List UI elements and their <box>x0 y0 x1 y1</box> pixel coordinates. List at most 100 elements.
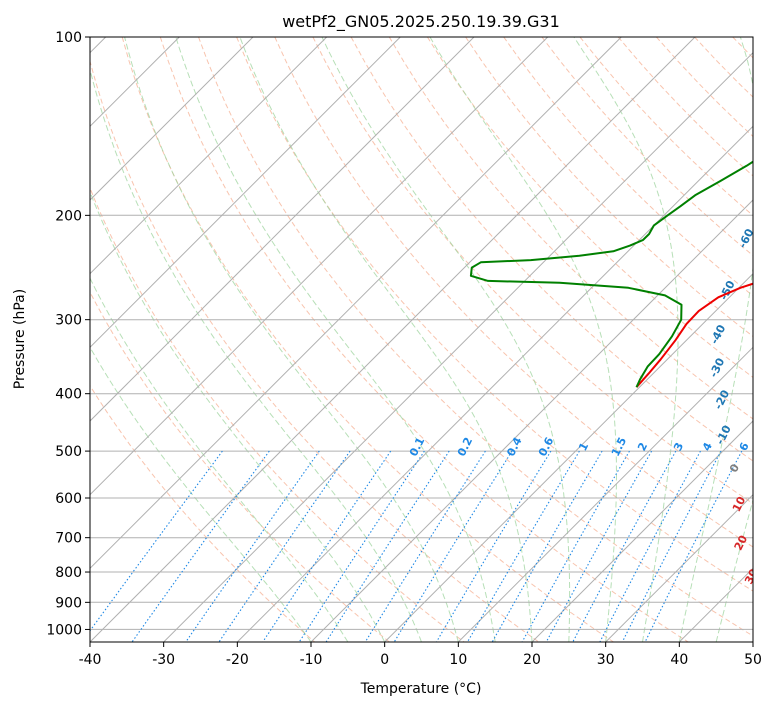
y-tick-label: 100 <box>55 30 82 46</box>
dry-adiabat <box>90 59 540 642</box>
x-tick-label: -30 <box>152 652 175 668</box>
mixing-ratio-line <box>644 450 743 642</box>
isotherm-label: 10 <box>730 494 749 514</box>
y-axis-title: Pressure (hPa) <box>12 289 28 389</box>
dry-adiabat <box>426 37 753 378</box>
isotherm <box>90 37 696 642</box>
mixing-ratio-line <box>218 450 351 642</box>
y-tick-label: 300 <box>55 313 82 329</box>
dry-adiabat <box>312 37 753 505</box>
mixing-ratio-line <box>131 450 270 642</box>
moist-adiabat <box>239 37 533 642</box>
dry-adiabat <box>274 37 753 548</box>
y-tick-label: 700 <box>55 531 82 547</box>
x-tick-label: 40 <box>670 652 688 668</box>
mixing-ratio-line <box>393 450 513 642</box>
isotherm <box>90 37 622 570</box>
mixing-ratio-label: 0.4 <box>504 435 524 459</box>
dry-adiabat <box>236 37 753 592</box>
mixing-ratio-label: 1.5 <box>609 435 629 458</box>
x-tick-label: 20 <box>523 652 541 668</box>
isotherm <box>384 272 753 642</box>
dewpoint-line <box>469 160 753 388</box>
temperature-line <box>635 282 753 388</box>
dry-adiabat <box>90 186 465 642</box>
x-tick-label: 10 <box>449 652 467 668</box>
moist-adiabat <box>175 37 496 642</box>
background-lines <box>90 37 775 642</box>
x-tick-label: 30 <box>597 652 615 668</box>
isotherm <box>310 199 753 642</box>
y-tick-label: 600 <box>55 491 82 507</box>
dry-adiabat <box>388 37 753 420</box>
x-tick-label: -10 <box>300 652 323 668</box>
mixing-ratio-line <box>298 450 425 642</box>
mixing-ratio-line <box>90 450 223 632</box>
isotherm-label: 30 <box>742 567 761 587</box>
x-tick-label: 0 <box>380 652 389 668</box>
mixing-ratio-label: 8 <box>763 440 775 453</box>
mixing-ratio-line <box>521 450 630 642</box>
moist-adiabat <box>321 37 571 642</box>
mixing-ratio-line <box>364 450 486 642</box>
isotherm <box>457 346 753 642</box>
dry-adiabat <box>90 384 316 642</box>
isotherm-label: -70 <box>760 176 775 200</box>
moist-adiabat <box>90 277 349 642</box>
dry-adiabat <box>503 37 753 297</box>
mixing-ratio-line <box>491 450 603 642</box>
isotherm-label: 20 <box>732 533 751 553</box>
x-tick-label: 50 <box>744 652 762 668</box>
moist-adiabat <box>429 37 617 642</box>
isotherm <box>752 641 753 642</box>
y-tick-label: 200 <box>55 208 82 224</box>
isotherm <box>90 37 254 201</box>
contour-labels: -100-90-80-70-60-50-40-30-20-10010203040… <box>407 176 775 621</box>
mixing-ratio-label: 0.6 <box>536 435 556 459</box>
dry-adiabat <box>465 37 753 338</box>
moist-adiabat <box>90 67 422 642</box>
x-axis-title: Temperature (°C) <box>360 681 482 697</box>
isotherm-label: -40 <box>708 322 729 346</box>
isotherm <box>605 493 753 642</box>
dry-adiabat <box>121 37 614 642</box>
dry-adiabat <box>159 37 689 642</box>
dry-adiabat <box>694 37 753 98</box>
x-tick-label: -20 <box>226 652 249 668</box>
isotherm <box>678 567 753 642</box>
isotherm <box>236 125 753 642</box>
plot-frame <box>89 36 754 643</box>
isotherm <box>90 37 475 422</box>
isotherm <box>531 420 753 642</box>
dry-adiabat <box>90 291 390 642</box>
mixing-ratio-line <box>262 450 392 642</box>
chart-title: wetPf2_GN05.2025.250.19.39.G31 <box>282 12 560 32</box>
y-tick-label: 400 <box>55 387 82 403</box>
isotherm-label: 0 <box>727 462 742 475</box>
y-tick-label: 1000 <box>46 622 82 638</box>
y-tick-label: 900 <box>55 595 82 611</box>
moist-adiabat <box>124 37 459 642</box>
dry-adiabat <box>771 37 775 642</box>
isotherm <box>90 37 401 349</box>
y-tick-label: 500 <box>55 444 82 460</box>
mixing-ratio-line <box>325 450 450 642</box>
sounding-series <box>469 160 753 388</box>
x-tick-label: -40 <box>79 652 102 668</box>
y-tick-label: 800 <box>55 565 82 581</box>
y-axis-ticks: 100 200 300 400 500 600 700 800 900 1000 <box>46 30 90 638</box>
mixing-ratio-line <box>621 450 722 642</box>
isotherm-label: -60 <box>736 226 757 250</box>
mixing-ratio-line <box>599 450 701 642</box>
isotherm <box>90 37 328 275</box>
isotherm <box>90 37 549 496</box>
mixing-ratio-line <box>572 450 677 642</box>
isotherm <box>163 51 753 642</box>
mixing-ratio-line <box>185 450 320 642</box>
mixing-ratio-label: 0.2 <box>455 435 475 458</box>
dry-adiabat <box>350 37 753 462</box>
moist-adiabat <box>90 190 386 642</box>
isotherm-label: 40 <box>752 601 771 621</box>
moist-adiabat <box>573 37 679 642</box>
